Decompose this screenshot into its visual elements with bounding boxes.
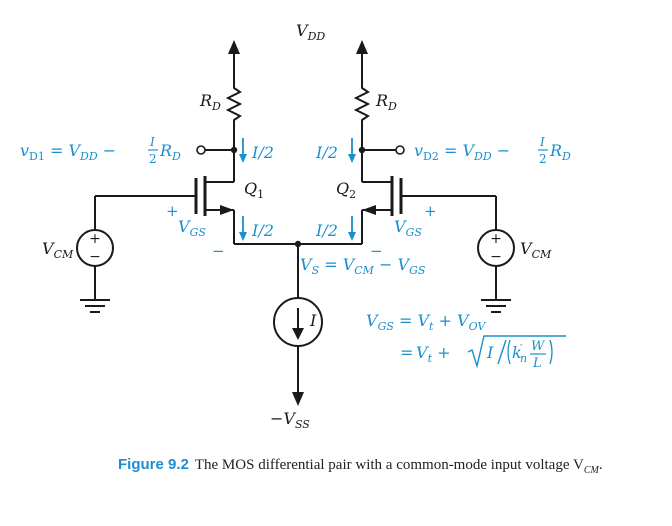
node-source-common (294, 240, 302, 248)
current-source-label: I (309, 311, 317, 330)
vgs-right-label: VGS (394, 217, 422, 239)
vd1-terminal (196, 145, 206, 155)
vss-arrow-icon (292, 392, 304, 406)
vcm-right-source (477, 229, 515, 267)
vdd-label: VDD (296, 21, 325, 43)
vcm-right-minus: − (490, 249, 502, 265)
svg-text:I: I (149, 135, 155, 149)
svg-text:n: n (520, 352, 527, 365)
circuit-diagram: + − + − (20, 21, 571, 431)
left-branch (80, 50, 362, 313)
vcm-left-source (76, 229, 114, 267)
vgs-left-plus: + (166, 202, 179, 220)
vdd-left-arrow-icon (228, 40, 240, 54)
svg-text:Vt +: Vt + (416, 343, 450, 365)
vgs-equation-line1: VGS = Vt + VOV (366, 311, 486, 333)
svg-text:I: I (486, 343, 494, 362)
i-half-arrow-icon-1 (239, 154, 247, 163)
current-source-arrow-icon (292, 328, 304, 340)
i-half-label-2: I/2 (251, 221, 274, 240)
figure-label: Figure 9.2 (118, 456, 189, 473)
vcm-right-plus: + (490, 231, 502, 247)
i-half-arrow-icon-2 (239, 232, 247, 241)
svg-text:RD: RD (159, 141, 181, 163)
rd-left-resistor (225, 80, 243, 150)
q2-source-arrow-icon (362, 205, 376, 215)
vss-label: −VSS (270, 409, 310, 431)
node-drain-right (358, 146, 366, 154)
caption-text-end: . (598, 457, 603, 473)
rd-right-label: RD (375, 91, 397, 113)
svg-text:L: L (532, 356, 542, 371)
q1-label: Q1 (244, 179, 264, 201)
q2-label: Q2 (336, 179, 356, 201)
vcm-right-label: VCM (520, 239, 552, 261)
svg-text:vD1 = VDD −: vD1 = VDD − (20, 141, 116, 163)
caption-text-sub: CM (583, 465, 599, 476)
vgs-right-minus: − (370, 242, 383, 260)
vgs-right-plus: + (424, 202, 437, 220)
caption-text: The MOS differential pair with a common-… (194, 457, 584, 473)
svg-text:′: ′ (520, 342, 523, 355)
i-half-label-1: I/2 (251, 143, 274, 162)
vgs-left-label: VGS (178, 217, 206, 239)
node-drain-left (230, 146, 238, 154)
svg-text:W: W (531, 339, 546, 354)
rd-left-label: RD (199, 91, 221, 113)
i-half-label-3: I/2 (315, 143, 338, 162)
vgs-left-minus: − (212, 242, 225, 260)
vs-equation: VS = VCM − VGS (300, 255, 426, 277)
vdd-right-arrow-icon (356, 40, 368, 54)
figure-caption: Figure 9.2 The MOS differential pair with… (118, 456, 658, 476)
vd2-equation: vD2 = VDD − I 2 RD (414, 135, 571, 166)
vgs-equation-line2: = Vt + I k ′ n W L (400, 335, 566, 371)
vcm-left-minus: − (89, 249, 101, 265)
right-branch (297, 50, 511, 392)
svg-text:2: 2 (539, 152, 547, 166)
svg-text:RD: RD (549, 141, 571, 163)
svg-text:2: 2 (149, 152, 157, 166)
vd2-terminal (395, 145, 405, 155)
svg-text:k: k (512, 343, 522, 362)
svg-text:I: I (539, 135, 545, 149)
vd1-equation: vD1 = VDD − I 2 RD (20, 135, 181, 166)
i-half-label-4: I/2 (315, 221, 338, 240)
q1-source-arrow-icon (220, 205, 234, 215)
current-arrows (242, 138, 353, 234)
rd-right-resistor (353, 80, 371, 150)
svg-text:=: = (400, 343, 413, 362)
i-half-arrow-icon-3 (348, 154, 356, 163)
svg-text:vD2 = VDD −: vD2 = VDD − (414, 141, 510, 163)
i-half-arrow-icon-4 (348, 232, 356, 241)
vcm-left-plus: + (89, 231, 101, 247)
vcm-left-label: VCM (42, 239, 74, 261)
